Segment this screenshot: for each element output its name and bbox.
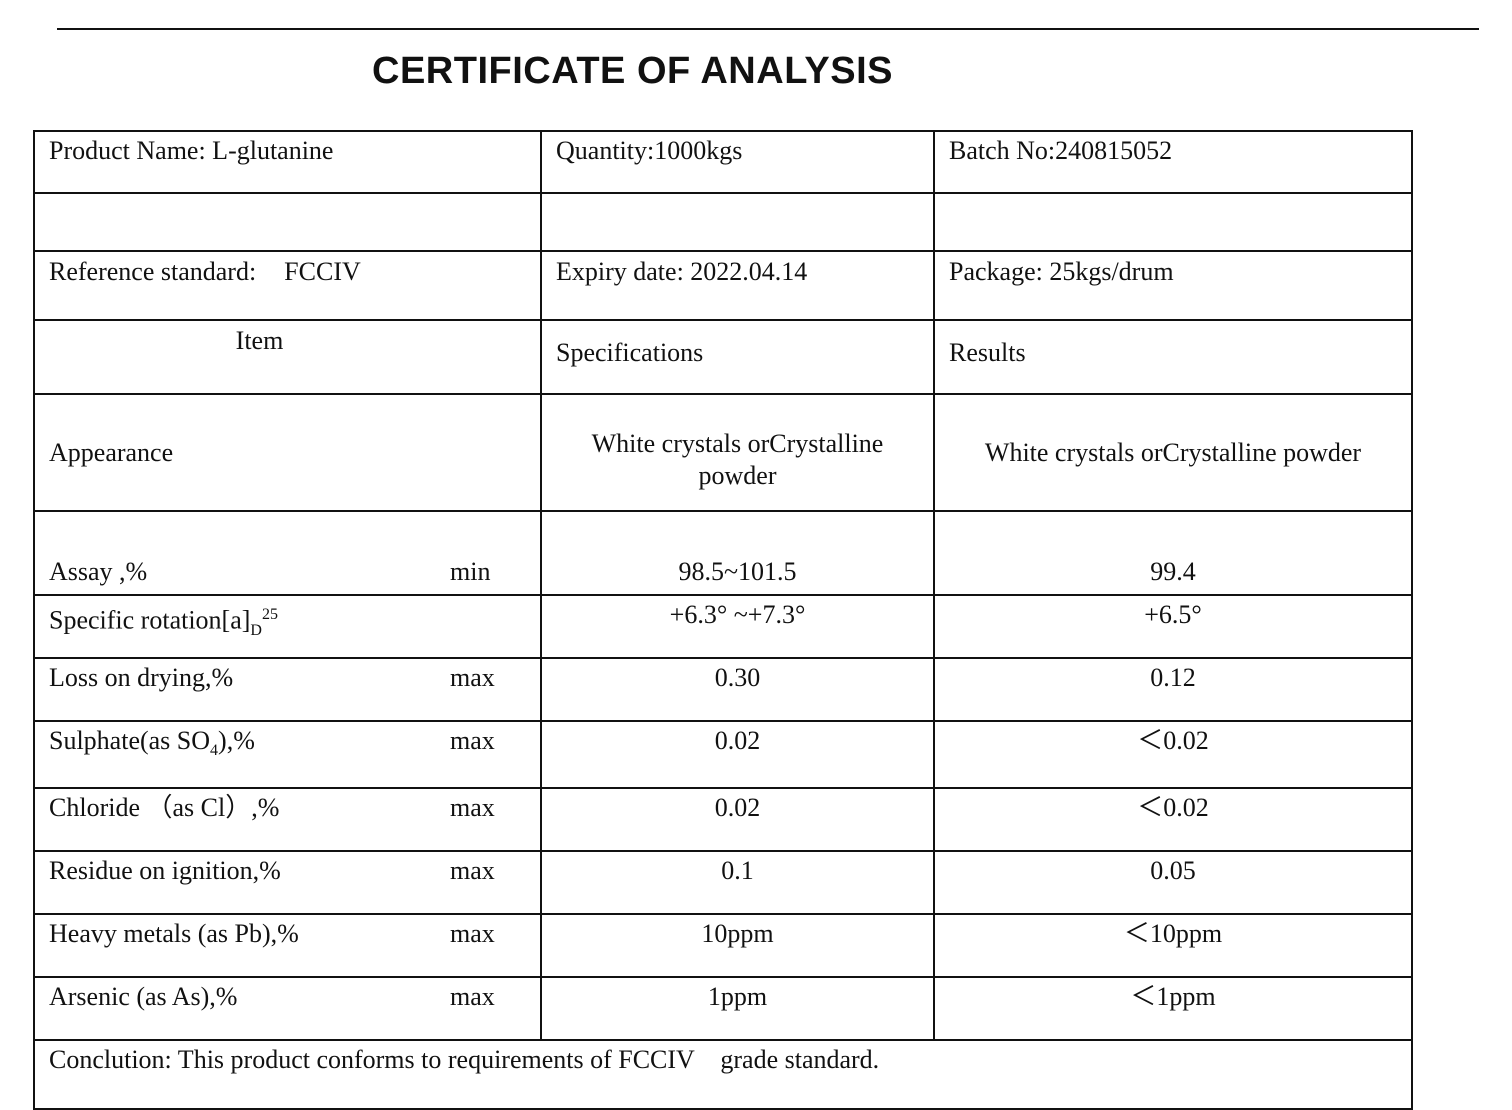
product-name: Product Name: L-glutanine <box>33 130 542 194</box>
item-cell: Loss on drying,% max <box>33 657 542 722</box>
reference-standard: Reference standard: FCCIV <box>33 250 542 321</box>
item-label: Heavy metals (as Pb),% <box>49 919 299 948</box>
result-cell: ＜1ppm <box>933 976 1413 1041</box>
blank-cell <box>933 192 1413 252</box>
spec-cell: 10ppm <box>540 913 935 978</box>
package: Package: 25kgs/drum <box>933 250 1413 321</box>
item-column-header: Item <box>33 319 542 395</box>
quantity: Quantity:1000kgs <box>540 130 935 194</box>
reference-standard-label: Reference standard: <box>49 257 257 286</box>
item-cell: Heavy metals (as Pb),% max <box>33 913 542 978</box>
reference-standard-value: FCCIV <box>284 257 361 286</box>
result-cell: ＜0.02 <box>933 720 1413 789</box>
blank-cell <box>33 192 542 252</box>
table-row: Arsenic (as As),% max 1ppm ＜1ppm <box>33 976 1413 1041</box>
document-title: CERTIFICATE OF ANALYSIS <box>372 50 894 92</box>
limit-label: max <box>450 856 495 885</box>
item-cell: Assay ,% min <box>33 510 542 596</box>
item-label: Residue on ignition,% <box>49 856 281 885</box>
conclusion-row: Conclution: This product conforms to req… <box>33 1039 1413 1110</box>
specifications-column-header: Specifications <box>540 319 935 395</box>
header-row: Product Name: L-glutanine Quantity:1000k… <box>33 130 1413 194</box>
item-label: Loss on drying,% <box>49 663 234 692</box>
result-cell: ＜0.02 <box>933 787 1413 852</box>
item-label: Assay ,% <box>49 557 148 586</box>
analysis-table: Product Name: L-glutanine Quantity:1000k… <box>33 130 1413 1110</box>
item-label: Sulphate(as SO <box>49 726 211 755</box>
spec-cell: 0.1 <box>540 850 935 915</box>
item-cell: Sulphate(as SO4),% max <box>33 720 542 789</box>
limit-label: min <box>450 557 491 586</box>
top-rule <box>57 28 1479 30</box>
item-cell: Chloride （as Cl）,% max <box>33 787 542 852</box>
item-subscript: 4 <box>210 742 219 760</box>
item-superscript: 25 <box>261 606 278 623</box>
reference-row: Reference standard: FCCIV Expiry date: 20… <box>33 250 1413 321</box>
table-row: Loss on drying,% max 0.30 0.12 <box>33 657 1413 722</box>
results-column-header: Results <box>933 319 1413 395</box>
blank-row <box>33 192 1413 252</box>
result-cell: +6.5° <box>933 594 1413 659</box>
column-header-row: Item Specifications Results <box>33 319 1413 395</box>
item-label: Appearance <box>49 437 174 467</box>
table-row: Heavy metals (as Pb),% max 10ppm ＜10ppm <box>33 913 1413 978</box>
item-label: Arsenic (as As),% <box>49 982 238 1011</box>
spec-cell: 0.02 <box>540 720 935 789</box>
table-row: Sulphate(as SO4),% max 0.02 ＜0.02 <box>33 720 1413 789</box>
limit-label: max <box>450 663 495 692</box>
result-cell: 99.4 <box>933 510 1413 596</box>
item-cell: Residue on ignition,% max <box>33 850 542 915</box>
batch-no: Batch No:240815052 <box>933 130 1413 194</box>
result-cell: ＜10ppm <box>933 913 1413 978</box>
result-cell: 0.05 <box>933 850 1413 915</box>
item-subscript: D <box>250 621 262 639</box>
expiry-date: Expiry date: 2022.04.14 <box>540 250 935 321</box>
limit-label: max <box>450 726 495 755</box>
table-row: Assay ,% min 98.5~101.5 99.4 <box>33 510 1413 596</box>
table-row: Specific rotation[a]D25 +6.3° ~+7.3° +6.… <box>33 594 1413 659</box>
table-row: Appearance White crystals orCrystalline … <box>33 393 1413 512</box>
item-cell: Appearance <box>33 393 542 512</box>
spec-cell: 0.30 <box>540 657 935 722</box>
table-row: Chloride （as Cl）,% max 0.02 ＜0.02 <box>33 787 1413 852</box>
spec-cell: 98.5~101.5 <box>540 510 935 596</box>
item-cell: Arsenic (as As),% max <box>33 976 542 1041</box>
item-label: Specific rotation[a] <box>49 605 251 635</box>
conclusion: Conclution: This product conforms to req… <box>33 1039 1413 1110</box>
item-label-tail: ),% <box>218 726 255 755</box>
spec-cell: 1ppm <box>540 976 935 1041</box>
limit-label: max <box>450 919 495 948</box>
result-cell: White crystals orCrystalline powder <box>933 393 1413 512</box>
limit-label: max <box>450 982 495 1011</box>
result-cell: 0.12 <box>933 657 1413 722</box>
spec-cell: White crystals orCrystalline powder <box>540 393 935 512</box>
spec-cell: 0.02 <box>540 787 935 852</box>
table-row: Residue on ignition,% max 0.1 0.05 <box>33 850 1413 915</box>
item-label: Chloride （as Cl）,% <box>49 793 280 822</box>
blank-cell <box>540 192 935 252</box>
spec-cell: +6.3° ~+7.3° <box>540 594 935 659</box>
item-cell: Specific rotation[a]D25 <box>33 594 542 659</box>
limit-label: max <box>450 793 495 822</box>
